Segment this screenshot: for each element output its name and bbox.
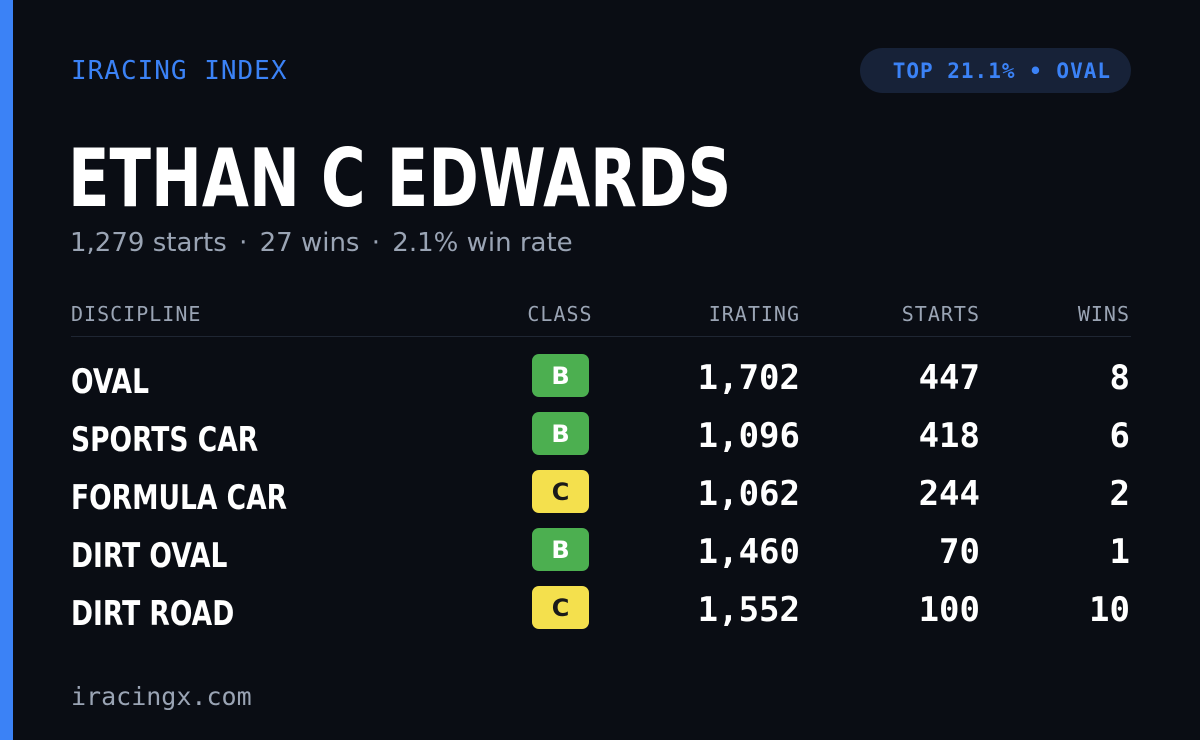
driver-summary: 1,279 starts · 27 wins · 2.1% win rate — [70, 228, 573, 258]
starts-value: 447 — [918, 358, 980, 398]
irating-value: 1,460 — [697, 532, 800, 572]
driver-name: ETHAN C EDWARDS — [68, 132, 732, 225]
class-badge: B — [532, 528, 589, 571]
irating-value: 1,096 — [697, 416, 800, 456]
wins-value: 10 — [1089, 590, 1130, 630]
discipline-name: OVAL — [71, 362, 149, 402]
summary-win-rate: 2.1% win rate — [392, 228, 573, 258]
starts-value: 244 — [918, 474, 980, 514]
starts-value: 418 — [918, 416, 980, 456]
header-irating: IRATING — [708, 302, 800, 326]
starts-value: 70 — [939, 532, 980, 572]
summary-separator: · — [371, 228, 381, 258]
starts-value: 100 — [918, 590, 980, 630]
header-class: CLASS — [527, 302, 593, 326]
irating-value: 1,062 — [697, 474, 800, 514]
table-row: DIRT ROAD C 1,552 100 10 — [0, 582, 1200, 640]
summary-starts: 1,279 starts — [70, 228, 227, 258]
table-row: DIRT OVAL B 1,460 70 1 — [0, 524, 1200, 582]
header-discipline: DISCIPLINE — [71, 302, 202, 326]
summary-wins: 27 wins — [259, 228, 360, 258]
wins-value: 6 — [1109, 416, 1130, 456]
table-row: FORMULA CAR C 1,062 244 2 — [0, 466, 1200, 524]
class-badge: B — [532, 354, 589, 397]
discipline-name: FORMULA CAR — [71, 478, 288, 518]
discipline-name: SPORTS CAR — [71, 420, 259, 460]
footer-site: iracingx.com — [71, 682, 252, 711]
irating-value: 1,702 — [697, 358, 800, 398]
irating-value: 1,552 — [697, 590, 800, 630]
class-badge: C — [532, 586, 589, 629]
wins-value: 2 — [1109, 474, 1130, 514]
discipline-name: DIRT OVAL — [71, 536, 228, 576]
summary-separator: · — [239, 228, 248, 258]
brand-title: IRACING INDEX — [71, 56, 288, 86]
header-divider — [71, 336, 1131, 337]
header-starts: STARTS — [901, 302, 980, 326]
table-row: SPORTS CAR B 1,096 418 6 — [0, 408, 1200, 466]
table-row: OVAL B 1,702 447 8 — [0, 350, 1200, 408]
class-badge: C — [532, 470, 589, 513]
wins-value: 8 — [1109, 358, 1130, 398]
accent-bar — [0, 0, 13, 740]
discipline-name: DIRT ROAD — [71, 594, 235, 634]
header-wins: WINS — [1077, 302, 1130, 326]
class-badge: B — [532, 412, 589, 455]
wins-value: 1 — [1109, 532, 1130, 572]
rank-badge: TOP 21.1% • OVAL — [860, 48, 1131, 93]
